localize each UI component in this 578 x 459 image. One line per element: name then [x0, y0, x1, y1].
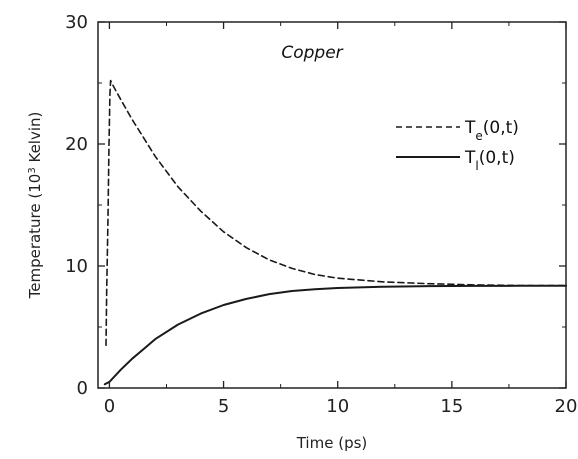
y-tick-label-30: 30: [65, 12, 88, 33]
legend-te-args: (0,t): [483, 118, 519, 138]
y-axis-title-sup: 3: [27, 167, 38, 173]
legend-te-label: Te(0,t): [464, 118, 519, 143]
y-axis-title-prefix: Temperature (10: [26, 174, 44, 300]
ticks-layer: 0 5 10 15 20 0 10 20 30: [65, 12, 577, 417]
y-tick-label-20: 20: [65, 134, 88, 155]
y-axis-title: Temperature (103 Kelvin): [26, 112, 44, 300]
y-axis-title-suffix: Kelvin): [26, 112, 44, 168]
x-tick-label-5: 5: [218, 396, 229, 417]
legend-tl-label: Tl(0,t): [464, 148, 515, 173]
legend-tl-sub: l: [475, 159, 478, 173]
series-layer: [103, 79, 567, 386]
x-tick-label-15: 15: [440, 396, 463, 417]
x-tick-label-10: 10: [326, 396, 349, 417]
series-line-Te: [105, 79, 567, 347]
x-axis-title: Time (ps): [296, 434, 368, 452]
legend: Te(0,t) Tl(0,t): [396, 118, 519, 173]
legend-te-sub: e: [475, 129, 482, 143]
legend-tl-main: T: [464, 148, 476, 168]
plot-frame: [97, 21, 567, 389]
legend-te-main: T: [464, 118, 476, 138]
y-tick-label-0: 0: [77, 378, 88, 399]
x-tick-label-0: 0: [104, 396, 115, 417]
series-line-Tl: [103, 284, 567, 386]
legend-tl-args: (0,t): [479, 148, 515, 168]
x-tick-label-20: 20: [555, 396, 578, 417]
chart-annotation: Copper: [281, 43, 343, 63]
y-tick-label-10: 10: [65, 256, 88, 277]
